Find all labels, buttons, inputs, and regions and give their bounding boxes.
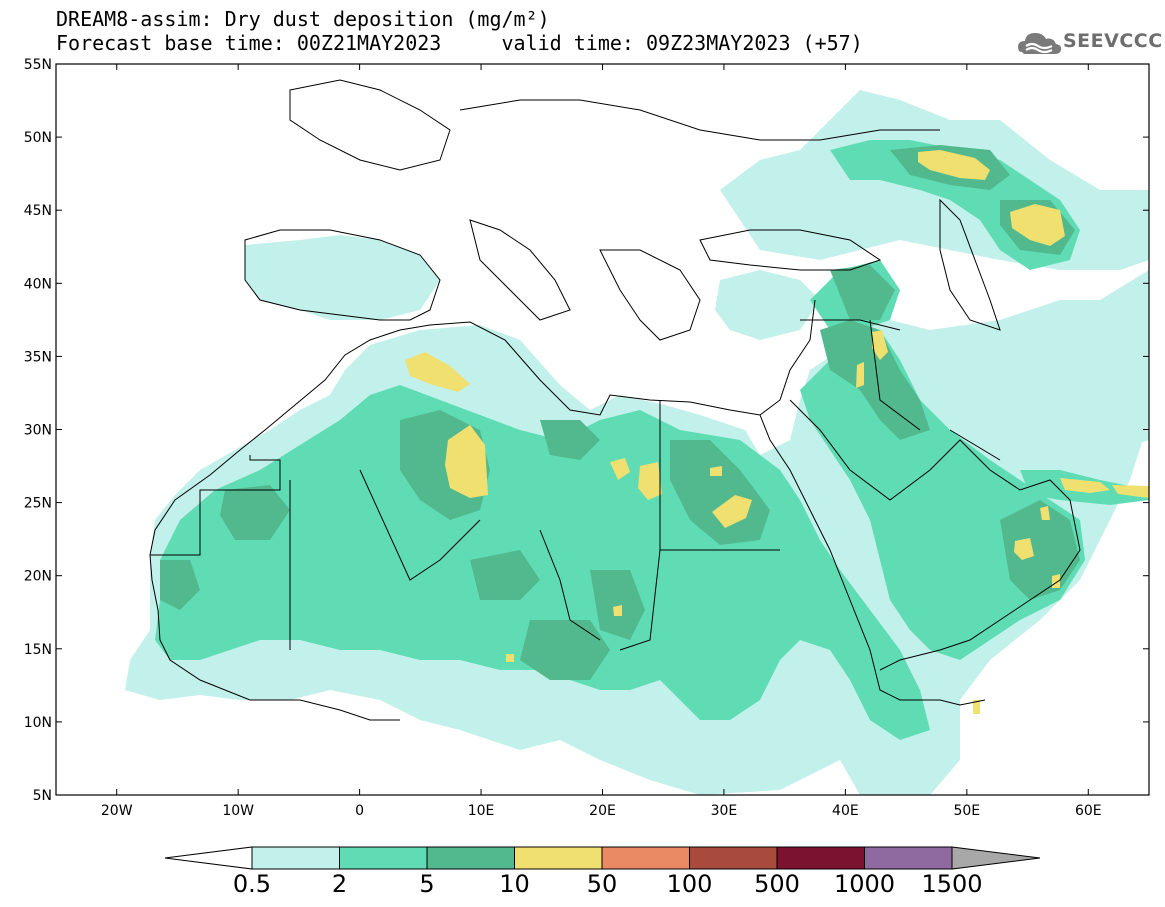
colorbar-label: 1500 (921, 870, 982, 898)
lon-tick-label: 20W (101, 803, 133, 819)
lat-tick-label: 50N (24, 130, 52, 146)
colorbar-min-arrow (164, 846, 253, 870)
colorbar-swatch (514, 846, 603, 870)
colorbar-max-arrow (951, 846, 1041, 870)
lat-tick-label: 55N (24, 57, 52, 73)
colorbar-label: 1000 (834, 870, 895, 898)
colorbar-label: 50 (587, 870, 618, 898)
colorbar-swatch (339, 846, 428, 870)
colorbar: 0.5 2 5 10 50 100 500 1000 1500 (164, 846, 1041, 898)
lat-tick-label: 15N (24, 642, 52, 658)
colorbar-label: 2 (332, 870, 347, 898)
map-title: DREAM8-assim: Dry dust deposition (mg/m²… (56, 7, 550, 31)
colorbar-label: 5 (419, 870, 434, 898)
colorbar-swatch (689, 846, 778, 870)
colorbar-label: 0.5 (233, 870, 271, 898)
lat-tick-label: 25N (24, 496, 52, 512)
lon-tick-label: 30E (711, 803, 738, 819)
lon-tick-label: 0 (355, 803, 364, 819)
lon-tick-label: 40E (832, 803, 859, 819)
forecast-time-subtitle: Forecast base time: 00Z21MAY2023 valid t… (56, 31, 863, 55)
lat-tick-label: 35N (24, 349, 52, 365)
lat-tick-label: 40N (24, 276, 52, 292)
colorbar-swatch (864, 846, 953, 870)
lat-tick-label: 20N (24, 569, 52, 585)
map-axes: 20W 10W 0 10E 20E 30E 40E 50E 60E 55N 50N 45N 40N 35N… (24, 57, 1149, 819)
lat-tick-label: 10N (24, 715, 52, 731)
cloud-icon (1018, 33, 1062, 54)
colorbar-swatch (601, 846, 690, 870)
lon-tick-label: 20E (589, 803, 616, 819)
colorbar-label: 10 (499, 870, 530, 898)
colorbar-label: 500 (754, 870, 800, 898)
lat-tick-label: 5N (33, 788, 52, 804)
lon-tick-label: 10E (468, 803, 495, 819)
lat-tick-label: 30N (24, 423, 52, 439)
colorbar-swatch (251, 846, 340, 870)
colorbar-label: 100 (667, 870, 713, 898)
lon-tick-label: 10W (222, 803, 254, 819)
deposition-field (125, 79, 1149, 795)
colorbar-swatch (776, 846, 865, 870)
coastlines-and-borders (149, 79, 1081, 721)
colorbar-swatch (426, 846, 515, 870)
seevccc-logo-text: SEEVCCC (1063, 30, 1163, 52)
lat-tick-label: 45N (24, 203, 52, 219)
lon-tick-label: 50E (953, 803, 980, 819)
lon-tick-label: 60E (1075, 803, 1102, 819)
